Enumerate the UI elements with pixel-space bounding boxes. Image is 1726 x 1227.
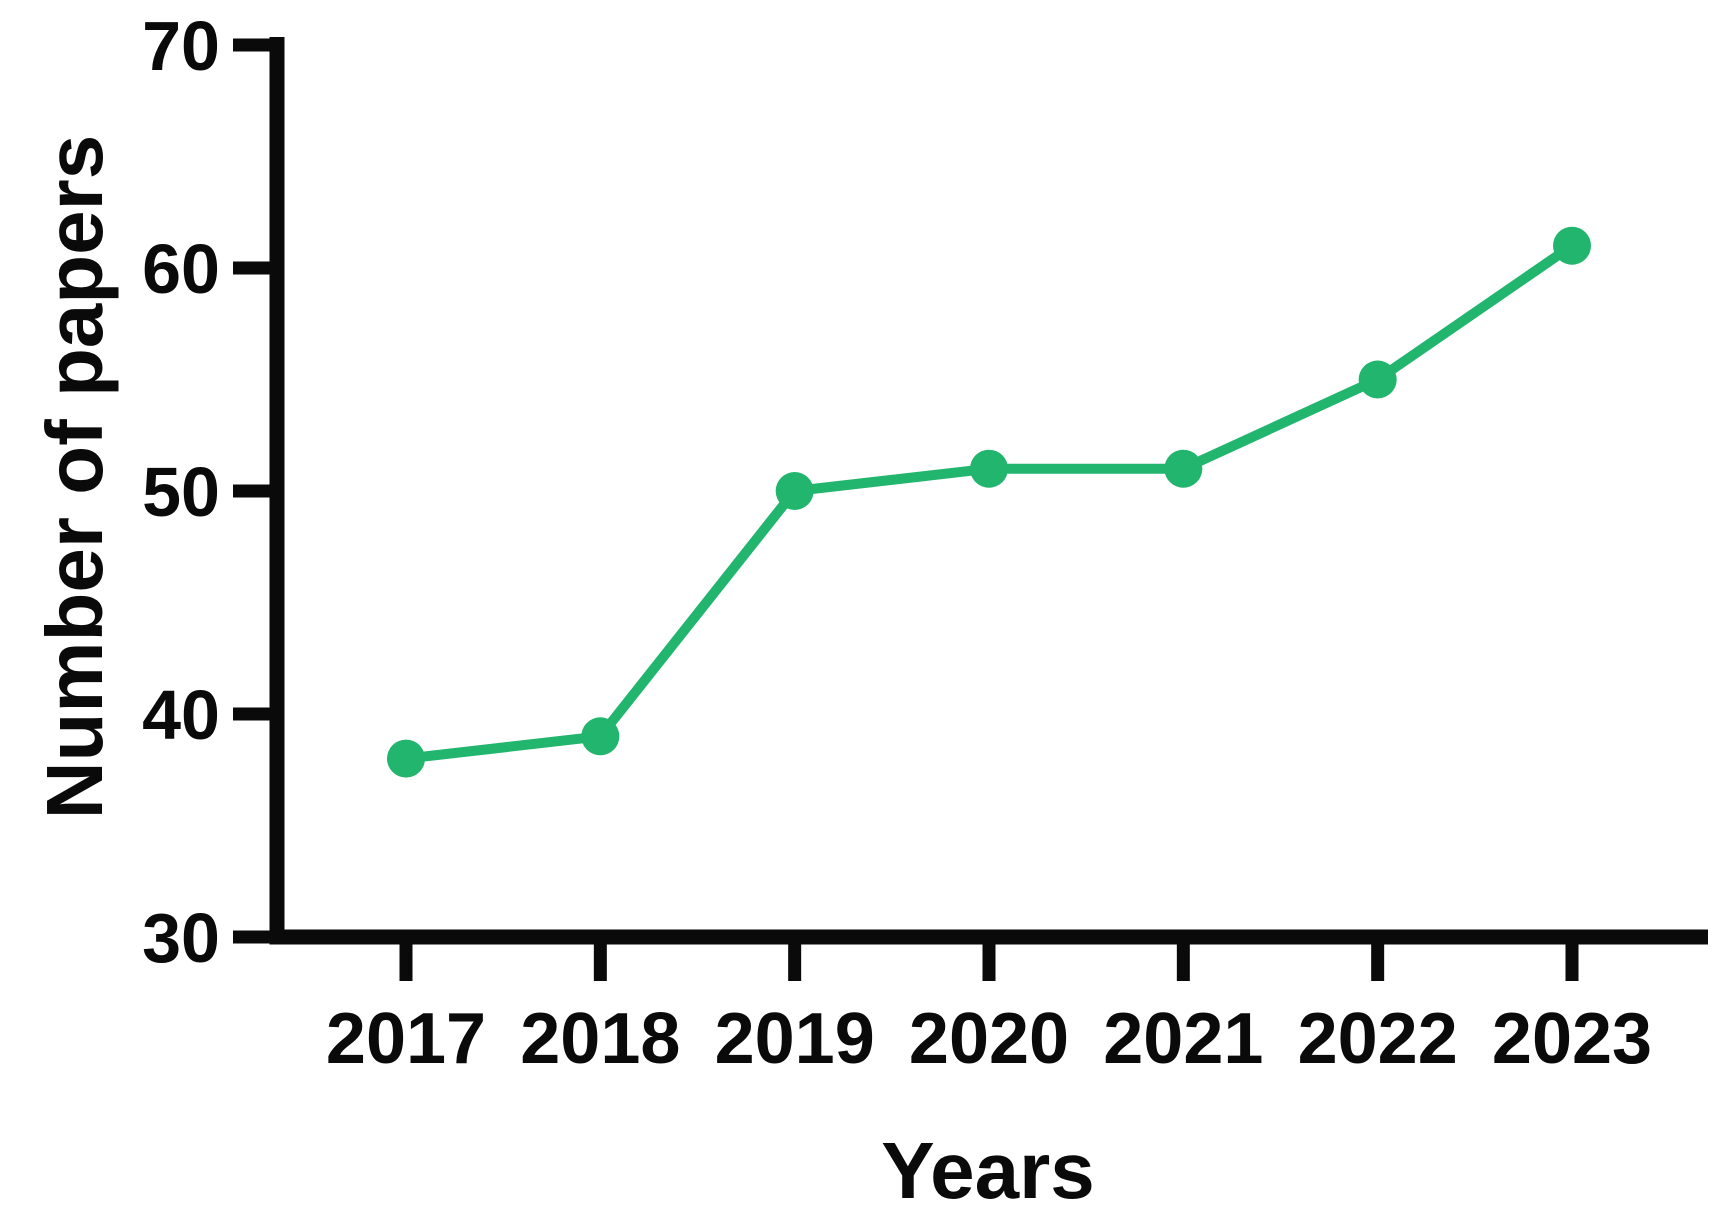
y-tick-label: 40 bbox=[142, 676, 220, 754]
x-tick-label: 2019 bbox=[715, 999, 875, 1079]
x-tick-label: 2022 bbox=[1298, 999, 1458, 1079]
plot-area: 30 40 50 60 70 2017 2018 2019 2020 2021 2022 2023 bbox=[142, 7, 1708, 1079]
x-tick-label: 2018 bbox=[520, 999, 680, 1079]
y-tick-label: 70 bbox=[142, 7, 220, 85]
data-line bbox=[401, 240, 1577, 764]
y-tick-label: 30 bbox=[142, 899, 220, 977]
data-point bbox=[581, 717, 620, 756]
y-axis-title: Number of papers bbox=[30, 135, 119, 820]
y-tick-label: 50 bbox=[142, 453, 220, 531]
x-axis-title: Years bbox=[881, 1126, 1095, 1215]
data-point bbox=[1553, 226, 1591, 265]
x-tick-label: 2017 bbox=[326, 999, 486, 1079]
data-point bbox=[387, 739, 425, 778]
data-point bbox=[970, 449, 1008, 488]
y-tick-label: 60 bbox=[142, 230, 220, 308]
data-point bbox=[775, 472, 814, 510]
x-tick-label: 2021 bbox=[1103, 999, 1263, 1079]
data-point bbox=[1164, 449, 1203, 488]
data-point bbox=[1358, 360, 1397, 399]
x-tick-label: 2020 bbox=[909, 999, 1069, 1079]
x-tick-label: 2023 bbox=[1492, 999, 1652, 1079]
